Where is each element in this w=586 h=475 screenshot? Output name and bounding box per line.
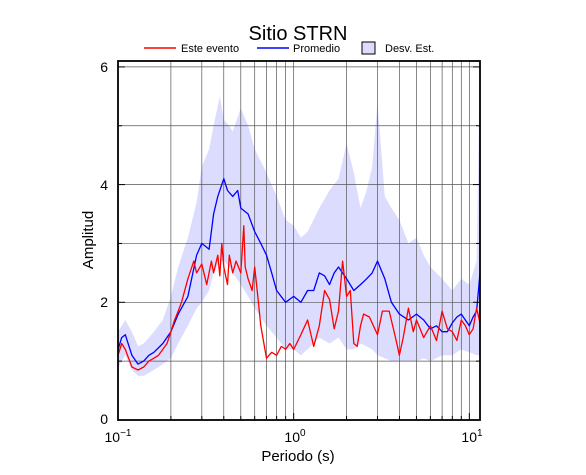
chart-title: Sitio STRN xyxy=(249,23,348,45)
y-tick-label-2: 2 xyxy=(100,294,108,310)
y-axis-label: Amplitud xyxy=(80,211,97,269)
plot-frame xyxy=(117,60,481,421)
legend-std-label: Desv. Est. xyxy=(385,43,434,55)
legend-std-swatch xyxy=(361,41,376,55)
legend: Este evento Promedio Desv. Est. xyxy=(144,41,434,55)
y-tick-label-4: 4 xyxy=(100,177,108,193)
x-tick-label-10: 101 xyxy=(461,428,483,445)
x-tick-label-1: 100 xyxy=(284,428,306,445)
series-event-line xyxy=(117,225,481,371)
x-tick-label-0.1: 10−1 xyxy=(105,428,132,445)
plot-area xyxy=(117,60,481,421)
y-tick-label-0: 0 xyxy=(100,411,108,427)
legend-event-label: Este evento xyxy=(181,43,239,55)
legend-mean-label: Promedio xyxy=(293,43,340,55)
x-axis-label: Periodo (s) xyxy=(261,448,334,465)
y-tick-label-6: 6 xyxy=(100,59,108,75)
